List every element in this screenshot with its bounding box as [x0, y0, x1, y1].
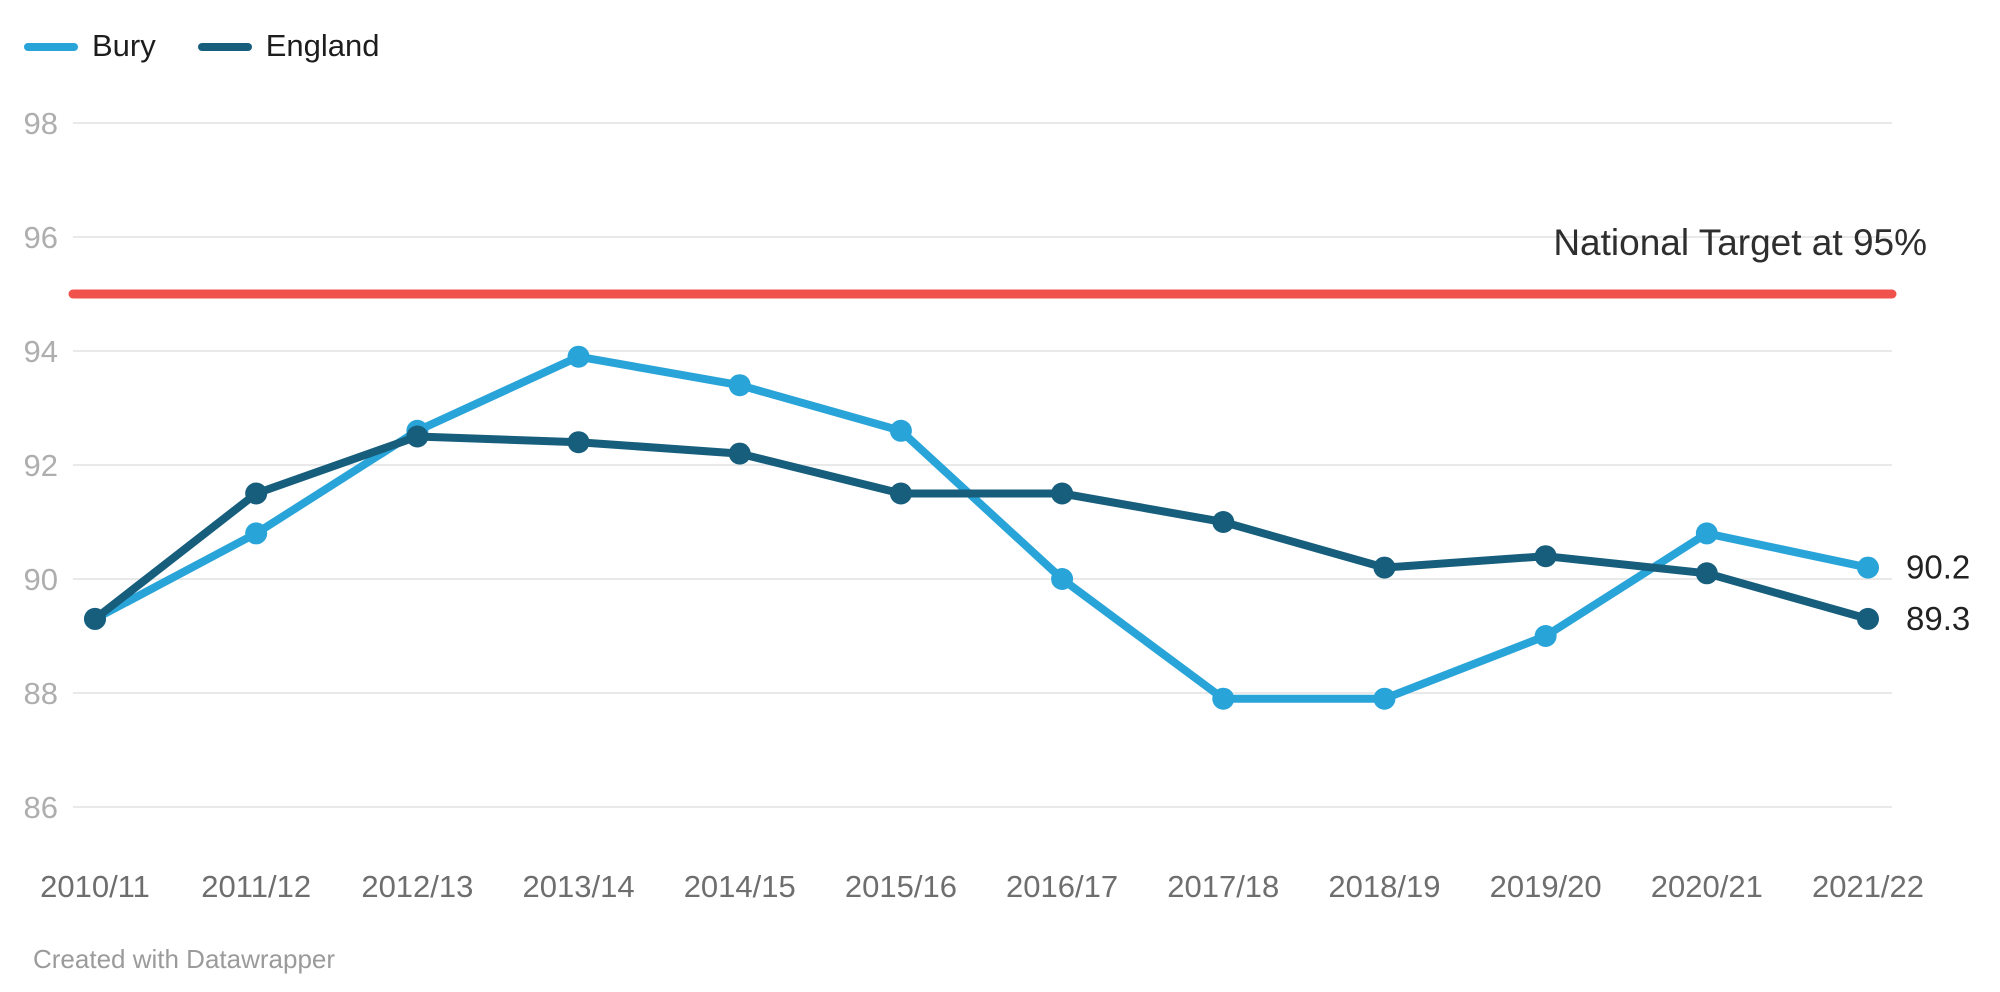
legend-label-england: England	[265, 28, 380, 63]
data-point-england-2011-12[interactable]	[245, 482, 268, 505]
x-axis-label-2017-18: 2017/18	[1167, 869, 1279, 904]
target-annotation-label: National Target at 95%	[1553, 222, 1927, 263]
data-point-bury-2015-16[interactable]	[889, 419, 912, 442]
data-point-england-2012-13[interactable]	[406, 425, 429, 448]
x-axis-label-2011-12: 2011/12	[201, 869, 311, 904]
x-axis-label-2018-19: 2018/19	[1328, 869, 1440, 904]
data-point-bury-2020-21[interactable]	[1695, 522, 1718, 545]
legend-swatch-england	[197, 42, 252, 51]
y-tick-label-90: 90	[24, 562, 58, 597]
data-point-england-2019-20[interactable]	[1534, 545, 1557, 568]
legend-label-bury: Bury	[92, 28, 156, 63]
data-point-england-2018-19[interactable]	[1373, 556, 1396, 579]
data-point-england-2020-21[interactable]	[1695, 562, 1718, 585]
data-point-bury-2017-18[interactable]	[1212, 687, 1235, 710]
x-axis-label-2010-11: 2010/11	[40, 869, 150, 904]
data-point-england-2017-18[interactable]	[1212, 511, 1235, 533]
y-tick-label-86: 86	[24, 790, 58, 825]
y-tick-label-92: 92	[24, 448, 58, 483]
x-axis-label-2014-15: 2014/15	[684, 869, 796, 904]
x-axis-label-2013-14: 2013/14	[523, 869, 635, 904]
data-point-england-2014-15[interactable]	[728, 442, 751, 465]
x-axis-label-2016-17: 2016/17	[1006, 869, 1118, 904]
data-point-bury-2013-14[interactable]	[567, 345, 590, 368]
end-value-label-england: 89.3	[1906, 600, 1970, 637]
legend-item-england: England	[197, 28, 380, 63]
y-tick-label-96: 96	[24, 220, 58, 255]
end-value-label-bury: 90.2	[1906, 549, 1970, 586]
data-point-bury-2019-20[interactable]	[1534, 625, 1557, 647]
data-point-england-2021-22[interactable]	[1857, 607, 1879, 630]
y-tick-label-98: 98	[24, 106, 58, 141]
datawrapper-attribution-link[interactable]: Created with Datawrapper	[33, 944, 336, 974]
x-axis-label-2019-20: 2019/20	[1490, 869, 1602, 904]
legend-swatch-bury	[24, 42, 78, 51]
x-axis-label-2021-22: 2021/22	[1812, 869, 1924, 904]
data-point-bury-2014-15[interactable]	[728, 374, 751, 397]
data-point-bury-2018-19[interactable]	[1373, 687, 1396, 710]
legend: Bury England	[24, 30, 380, 63]
x-axis-label-2020-21: 2020/21	[1651, 869, 1763, 904]
y-tick-label-94: 94	[24, 334, 58, 369]
x-axis-label-2012-13: 2012/13	[361, 869, 473, 904]
data-point-england-2015-16[interactable]	[889, 482, 912, 505]
data-point-england-2010-11[interactable]	[84, 607, 106, 630]
data-point-bury-2021-22[interactable]	[1857, 556, 1879, 579]
y-tick-label-88: 88	[24, 676, 58, 711]
series-line-england	[91, 432, 1872, 623]
series-line-bury	[91, 352, 1872, 703]
legend-item-bury: Bury	[24, 30, 156, 63]
data-point-bury-2011-12[interactable]	[245, 522, 268, 545]
data-point-england-2013-14[interactable]	[567, 431, 590, 454]
data-point-bury-2016-17[interactable]	[1051, 568, 1074, 590]
x-axis-label-2015-16: 2015/16	[845, 869, 957, 904]
data-point-england-2016-17[interactable]	[1051, 482, 1074, 505]
